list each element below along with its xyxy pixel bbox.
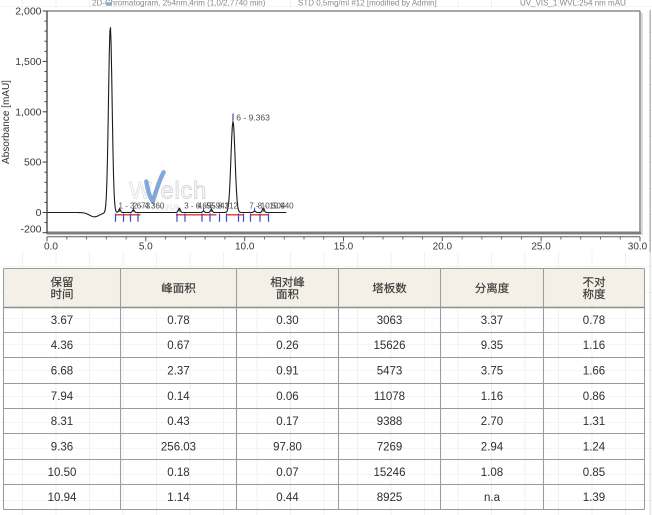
svg-text:STD 0,5mg/ml #12 [modified: STD 0,5mg/ml #12 [modified by Admin]	[298, 0, 437, 8]
svg-text:9388: 9388	[377, 416, 403, 428]
svg-text:15.0: 15.0	[334, 241, 354, 252]
svg-text:1 - 3.673: 1 - 3.673	[119, 202, 151, 211]
svg-text:20.0: 20.0	[433, 241, 453, 252]
svg-text:9.36: 9.36	[51, 442, 73, 454]
svg-text:25.0: 25.0	[531, 241, 551, 252]
svg-text:1,500: 1,500	[15, 56, 41, 68]
svg-text:6.68: 6.68	[51, 366, 73, 378]
svg-text:0.67: 0.67	[167, 340, 189, 352]
svg-text:8925: 8925	[377, 492, 403, 504]
svg-text:1.31: 1.31	[583, 416, 605, 428]
svg-text:15246: 15246	[374, 467, 406, 479]
svg-text:1.16: 1.16	[481, 391, 503, 403]
svg-text:2.70: 2.70	[481, 416, 503, 428]
svg-text:0.43: 0.43	[167, 416, 189, 428]
svg-text:1.39: 1.39	[583, 492, 605, 504]
svg-text:256.03: 256.03	[161, 442, 196, 454]
svg-text:0.44: 0.44	[276, 492, 299, 504]
svg-text:0: 0	[36, 207, 42, 219]
svg-text:0.78: 0.78	[583, 315, 605, 327]
svg-text:5473: 5473	[377, 366, 403, 378]
svg-text:3.75: 3.75	[481, 366, 503, 378]
svg-text:500: 500	[24, 157, 42, 169]
svg-text:4 - 7.941: 4 - 7.941	[198, 202, 230, 211]
svg-text:2 - 4.360: 2 - 4.360	[133, 202, 165, 211]
svg-text:2,000: 2,000	[15, 6, 41, 18]
svg-text:97.80: 97.80	[273, 442, 302, 454]
svg-text:10.0: 10.0	[235, 241, 255, 252]
svg-text:11078: 11078	[374, 391, 405, 403]
svg-text:elch: elch	[161, 178, 207, 205]
svg-text:0.91: 0.91	[276, 366, 298, 378]
svg-text:8 - 10.940: 8 - 10.940	[258, 202, 295, 211]
svg-text:0.17: 0.17	[276, 416, 298, 428]
svg-text:0.85: 0.85	[583, 467, 605, 479]
svg-text:0.0: 0.0	[44, 241, 58, 252]
svg-text:7.94: 7.94	[51, 391, 74, 403]
svg-text:10.50: 10.50	[48, 467, 77, 479]
svg-text:UV_VIS_1 WVL:254 nm mAU: UV_VIS_1 WVL:254 nm mAU	[520, 0, 626, 8]
svg-text:1.24: 1.24	[583, 442, 606, 454]
svg-text:n.a: n.a	[484, 492, 501, 504]
svg-text:5.0: 5.0	[139, 241, 153, 252]
svg-text:1.16: 1.16	[583, 340, 605, 352]
svg-text:0.07: 0.07	[276, 467, 298, 479]
svg-text:1.66: 1.66	[583, 366, 605, 378]
svg-text:3.37: 3.37	[481, 315, 503, 327]
svg-text:2.37: 2.37	[167, 366, 189, 378]
svg-text:1.14: 1.14	[167, 492, 190, 504]
svg-text:15626: 15626	[374, 340, 406, 352]
svg-text:0.06: 0.06	[276, 391, 298, 403]
svg-text:-200: -200	[20, 224, 41, 236]
svg-text:9.35: 9.35	[481, 340, 503, 352]
svg-text:3.67: 3.67	[51, 315, 73, 327]
svg-text:0.18: 0.18	[167, 467, 189, 479]
svg-text:0.86: 0.86	[583, 391, 605, 403]
svg-text:1.08: 1.08	[481, 467, 503, 479]
svg-text:30.0: 30.0	[628, 241, 648, 252]
svg-text:2.94: 2.94	[481, 442, 504, 454]
svg-text:4.36: 4.36	[51, 340, 73, 352]
svg-text:3063: 3063	[377, 315, 403, 327]
svg-text:3 - 6.695: 3 - 6.695	[184, 202, 216, 211]
svg-text:0.26: 0.26	[276, 340, 298, 352]
svg-text:月旭科技: 月旭科技	[152, 203, 180, 212]
svg-text:2D-Chromatogram, 254nm,4nm (1,: 2D-Chromatogram, 254nm,4nm (1,0/2,7740 m…	[92, 0, 266, 8]
svg-text:0.78: 0.78	[167, 315, 189, 327]
svg-text:Absorbance [mAU]: Absorbance [mAU]	[1, 80, 12, 164]
svg-text:5 - 8.312: 5 - 8.312	[206, 202, 238, 211]
svg-text:7269: 7269	[377, 442, 403, 454]
svg-text:0.30: 0.30	[276, 315, 298, 327]
svg-text:10.94: 10.94	[48, 492, 77, 504]
svg-text:6 - 9.363: 6 - 9.363	[236, 112, 270, 122]
svg-text:7 - 10.504: 7 - 10.504	[249, 202, 286, 211]
svg-text:1,000: 1,000	[15, 106, 41, 118]
svg-text:8.31: 8.31	[51, 416, 73, 428]
svg-text:0.14: 0.14	[167, 391, 190, 403]
